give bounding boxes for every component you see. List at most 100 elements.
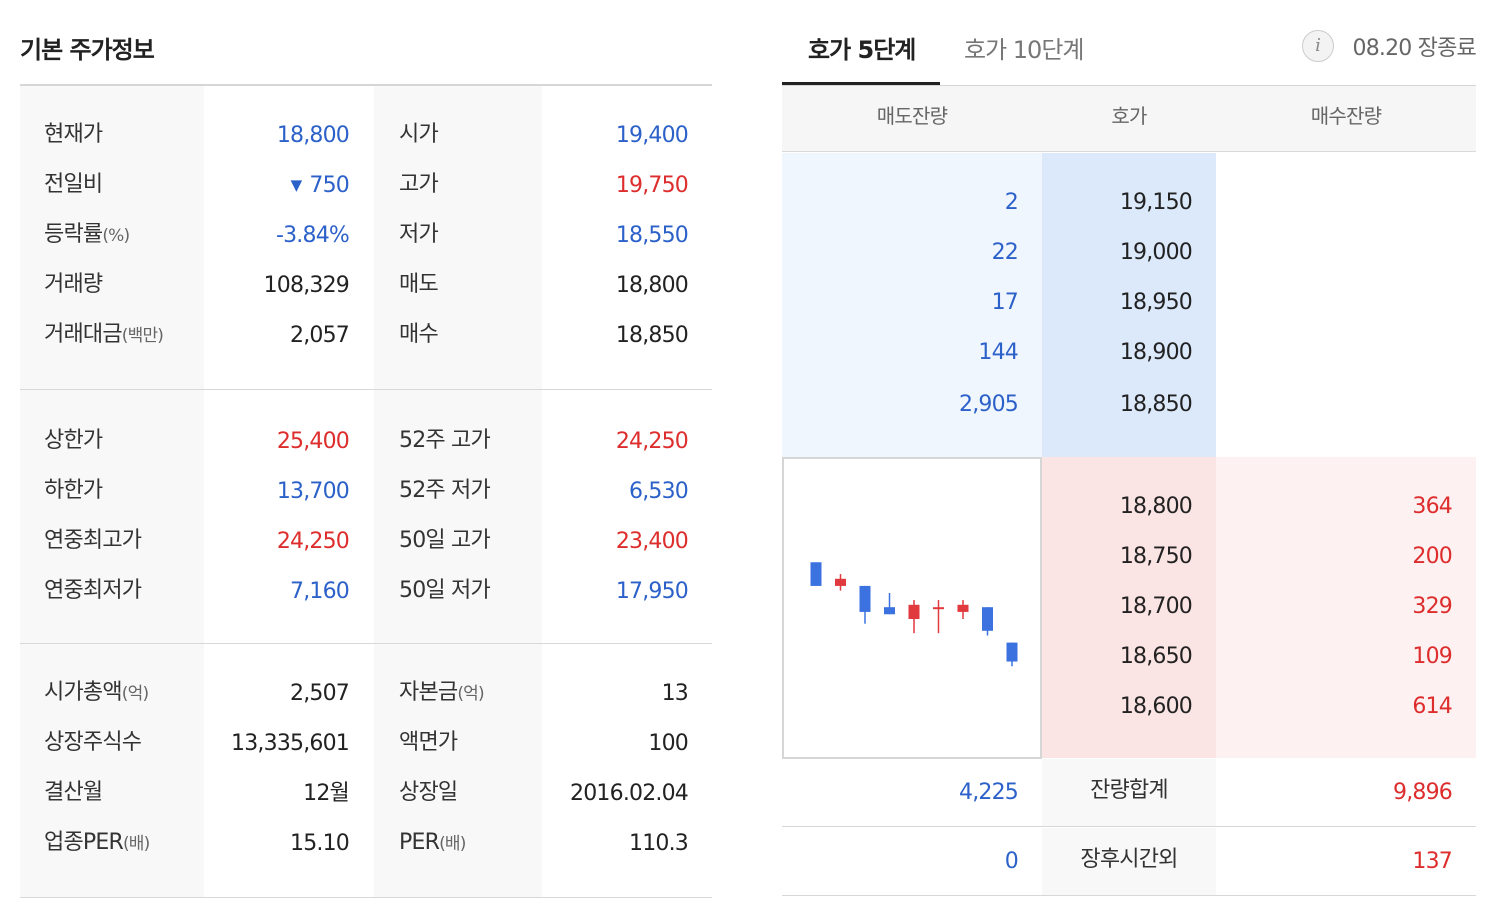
info-row: 현재가 18,800 시가 19,400 bbox=[20, 110, 712, 160]
ask-price[interactable]: 18,850 bbox=[1119, 392, 1193, 417]
bid-price-area bbox=[1042, 457, 1216, 758]
ask-qty: 144 bbox=[978, 340, 1018, 365]
orderbook-header: 매도잔량 호가 매수잔량 bbox=[782, 86, 1476, 152]
candle-body bbox=[908, 604, 920, 619]
orderbook-top-divider bbox=[782, 85, 1476, 86]
info-label-2: 52주 고가 bbox=[399, 416, 491, 466]
info-value: 25,400 bbox=[277, 416, 350, 466]
bid-price[interactable]: 18,750 bbox=[1119, 544, 1193, 569]
info-label-text: 결산월 bbox=[44, 780, 103, 805]
orderbook-panel: 호가 5단계 호가 10단계 i 08.20 장종료 매도잔량 호가 매수잔량 … bbox=[782, 0, 1477, 910]
info-row: 거래대금(백만) 2,057 매수 18,850 bbox=[20, 310, 712, 360]
info-value: 15.10 bbox=[290, 818, 350, 868]
info-value-text: 108,329 bbox=[263, 273, 350, 298]
totals-label: 잔량합계 bbox=[1090, 778, 1169, 803]
info-label-2: 액면가 bbox=[399, 718, 458, 768]
tab-orderbook-10[interactable]: 호가 10단계 bbox=[964, 36, 1084, 64]
info-value: 12월 bbox=[303, 768, 350, 818]
info-label: 상한가 bbox=[44, 416, 103, 466]
ask-qty: 2,905 bbox=[959, 392, 1019, 417]
info-row: 전일비 ▼ 750 고가 19,750 bbox=[20, 160, 712, 210]
info-value-2: 13 bbox=[661, 681, 689, 706]
info-value-text: 750 bbox=[309, 173, 349, 198]
info-value-2: 23,400 bbox=[615, 529, 689, 554]
info-label-2-text: 시가 bbox=[399, 122, 439, 147]
tab-orderbook-5[interactable]: 호가 5단계 bbox=[808, 36, 916, 64]
after-hours-sell-qty: 0 bbox=[1004, 849, 1019, 874]
after-hours-divider bbox=[782, 895, 1476, 896]
ask-price[interactable]: 18,950 bbox=[1119, 290, 1193, 315]
info-label-2-text: 52주 고가 bbox=[399, 428, 491, 453]
ask-price-area bbox=[1042, 153, 1216, 457]
after-hours-label: 장후시간외 bbox=[1080, 847, 1178, 872]
info-label-2-text: 50일 고가 bbox=[399, 528, 491, 553]
ask-price[interactable]: 19,000 bbox=[1119, 240, 1193, 265]
info-value: 24,250 bbox=[277, 516, 350, 566]
info-label-2: 상장일 bbox=[399, 768, 458, 818]
total-sell-qty: 4,225 bbox=[959, 780, 1019, 805]
info-value-2: 18,800 bbox=[615, 273, 689, 298]
ask-price[interactable]: 18,900 bbox=[1119, 340, 1193, 365]
info-value-text: 13,335,601 bbox=[231, 731, 350, 756]
info-label: 전일비 bbox=[44, 160, 103, 210]
bid-qty-area bbox=[1216, 457, 1476, 758]
bid-qty: 364 bbox=[1412, 494, 1452, 519]
info-value: 2,507 bbox=[290, 668, 350, 718]
bid-price[interactable]: 18,800 bbox=[1119, 494, 1193, 519]
ask-price[interactable]: 19,150 bbox=[1119, 190, 1193, 215]
info-value-2: 2016.02.04 bbox=[570, 781, 689, 806]
after-hours-row: 0 장후시간외 137 bbox=[782, 828, 1476, 896]
bid-qty: 200 bbox=[1412, 544, 1452, 569]
totals-divider bbox=[782, 826, 1476, 827]
candle-body bbox=[810, 562, 822, 586]
info-value-2: 19,750 bbox=[615, 173, 689, 198]
info-label: 거래대금(백만) bbox=[44, 310, 164, 360]
info-value-text: 2,057 bbox=[290, 323, 350, 348]
down-triangle-icon: ▼ bbox=[290, 176, 303, 194]
ask-qty: 2 bbox=[1004, 190, 1019, 215]
totals-label-cell bbox=[1042, 759, 1216, 827]
market-status: 08.20 장종료 bbox=[1352, 36, 1477, 61]
info-label: 업종PER(배) bbox=[44, 818, 150, 868]
info-label-2: 고가 bbox=[399, 160, 439, 210]
candle-body bbox=[884, 607, 895, 615]
info-section-1: 현재가 18,800 시가 19,400 전일비 ▼ 750 고가 19,750 등락률(%) -3… bbox=[20, 86, 712, 390]
section-divider bbox=[20, 643, 712, 644]
info-label-text: 업종PER bbox=[44, 830, 124, 855]
info-value: 108,329 bbox=[263, 260, 350, 310]
info-label-unit: (배) bbox=[122, 834, 150, 854]
info-label-2: 50일 저가 bbox=[399, 566, 491, 616]
candle-body bbox=[957, 604, 969, 612]
bid-price[interactable]: 18,650 bbox=[1119, 644, 1193, 669]
label2-column-bg bbox=[374, 390, 542, 644]
label-column-bg bbox=[20, 390, 204, 644]
label2-column-bg bbox=[374, 644, 542, 898]
info-value-text: 12월 bbox=[303, 781, 350, 806]
info-label: 결산월 bbox=[44, 768, 103, 818]
info-section-2: 상한가 25,400 52주 고가 24,250 하한가 13,700 52주 저가 6,53… bbox=[20, 390, 712, 644]
info-label-2: 50일 고가 bbox=[399, 516, 491, 566]
info-label-text: 전일비 bbox=[44, 172, 103, 197]
info-row: 연중최고가 24,250 50일 고가 23,400 bbox=[20, 516, 712, 566]
after-hours-buy-qty: 137 bbox=[1412, 849, 1452, 874]
bid-price[interactable]: 18,700 bbox=[1119, 594, 1193, 619]
info-label: 등락률(%) bbox=[44, 210, 130, 260]
info-icon[interactable]: i bbox=[1302, 30, 1334, 62]
bid-price[interactable]: 18,600 bbox=[1119, 694, 1193, 719]
info-label: 현재가 bbox=[44, 110, 103, 160]
info-row: 등락률(%) -3.84% 저가 18,550 bbox=[20, 210, 712, 260]
active-tab-underline bbox=[782, 82, 940, 85]
info-value: ▼ 750 bbox=[290, 160, 350, 210]
info-label-text: 하한가 bbox=[44, 478, 103, 503]
info-label-2: 매도 bbox=[399, 260, 439, 310]
info-label-text: 현재가 bbox=[44, 122, 103, 147]
title-divider bbox=[20, 84, 712, 86]
info-label-2-text: 52주 저가 bbox=[399, 478, 491, 503]
info-label-2: 시가 bbox=[399, 110, 439, 160]
info-label-text: 상한가 bbox=[44, 428, 103, 453]
info-value-2: 19,400 bbox=[615, 123, 689, 148]
info-label-2: 자본금(억) bbox=[399, 668, 485, 718]
info-label-2-text: PER bbox=[399, 830, 440, 855]
info-section-3: 시가총액(억) 2,507 자본금(억) 13 상장주식수 13,335,601 액면가 10… bbox=[20, 644, 712, 898]
bid-qty: 109 bbox=[1412, 644, 1452, 669]
